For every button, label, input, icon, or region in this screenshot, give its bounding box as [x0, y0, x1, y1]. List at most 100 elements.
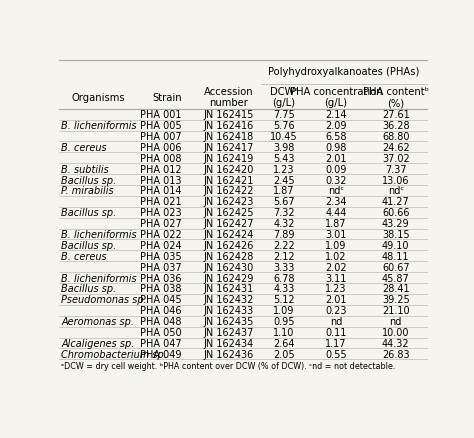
Text: 0.98: 0.98: [325, 143, 347, 152]
Text: 7.32: 7.32: [273, 208, 295, 218]
Text: JN 162433: JN 162433: [204, 306, 254, 315]
Text: B. cereus: B. cereus: [61, 251, 107, 261]
Text: JN 162423: JN 162423: [204, 197, 254, 207]
Text: 0.11: 0.11: [325, 327, 347, 337]
Text: 0.32: 0.32: [325, 175, 347, 185]
Text: Chromobacterium sp.: Chromobacterium sp.: [61, 349, 167, 359]
Text: JN 162415: JN 162415: [204, 110, 254, 120]
Text: 7.75: 7.75: [273, 110, 295, 120]
Text: 28.41: 28.41: [382, 284, 410, 294]
Text: PHA 023: PHA 023: [140, 208, 182, 218]
Text: 5.43: 5.43: [273, 153, 295, 163]
Text: 3.98: 3.98: [273, 143, 294, 152]
Text: B. licheniformis: B. licheniformis: [61, 121, 137, 131]
Text: JN 162419: JN 162419: [204, 153, 254, 163]
Text: PHA 047: PHA 047: [140, 338, 182, 348]
Text: 2.05: 2.05: [273, 349, 295, 359]
Text: P. mirabilis: P. mirabilis: [61, 186, 114, 196]
Text: 2.64: 2.64: [273, 338, 295, 348]
Text: 0.23: 0.23: [325, 306, 347, 315]
Text: 1.17: 1.17: [325, 338, 347, 348]
Text: 2.12: 2.12: [273, 251, 295, 261]
Text: JN 162427: JN 162427: [203, 219, 254, 229]
Text: 4.44: 4.44: [325, 208, 347, 218]
Text: Bacillus sp.: Bacillus sp.: [61, 208, 116, 218]
Text: PHA 021: PHA 021: [140, 197, 182, 207]
Text: JN 162430: JN 162430: [204, 262, 254, 272]
Text: PHA 014: PHA 014: [140, 186, 182, 196]
Text: 4.33: 4.33: [273, 284, 294, 294]
Text: DCWᵃ
(g/L): DCWᵃ (g/L): [270, 87, 298, 108]
Text: 3.01: 3.01: [325, 230, 347, 240]
Text: Bacillus sp.: Bacillus sp.: [61, 175, 116, 185]
Text: JN 162416: JN 162416: [204, 121, 254, 131]
Text: 43.29: 43.29: [382, 219, 410, 229]
Text: PHA 036: PHA 036: [140, 273, 182, 283]
Text: ndᶜ: ndᶜ: [328, 186, 344, 196]
Text: 4.32: 4.32: [273, 219, 295, 229]
Text: 2.01: 2.01: [325, 153, 347, 163]
Text: Aeromonas sp.: Aeromonas sp.: [61, 316, 134, 326]
Text: PHA 008: PHA 008: [140, 153, 182, 163]
Text: 60.66: 60.66: [382, 208, 410, 218]
Text: 68.80: 68.80: [382, 132, 410, 142]
Text: PHA 035: PHA 035: [140, 251, 182, 261]
Text: 60.67: 60.67: [382, 262, 410, 272]
Text: 1.02: 1.02: [325, 251, 347, 261]
Text: PHA 045: PHA 045: [140, 295, 182, 305]
Text: PHA 046: PHA 046: [140, 306, 182, 315]
Text: 1.10: 1.10: [273, 327, 294, 337]
Text: 7.89: 7.89: [273, 230, 295, 240]
Text: JN 162429: JN 162429: [204, 273, 254, 283]
Text: Accession
number: Accession number: [204, 87, 254, 108]
Text: Strain: Strain: [153, 92, 182, 102]
Text: 49.10: 49.10: [382, 240, 410, 251]
Text: 21.10: 21.10: [382, 306, 410, 315]
Text: 0.55: 0.55: [325, 349, 347, 359]
Text: 38.15: 38.15: [382, 230, 410, 240]
Text: 2.34: 2.34: [325, 197, 347, 207]
Text: nd: nd: [390, 316, 402, 326]
Text: 2.09: 2.09: [325, 121, 347, 131]
Text: JN 162426: JN 162426: [204, 240, 254, 251]
Text: PHA 013: PHA 013: [140, 175, 182, 185]
Text: PHA 006: PHA 006: [140, 143, 182, 152]
Text: 2.14: 2.14: [325, 110, 347, 120]
Text: B. licheniformis: B. licheniformis: [61, 273, 137, 283]
Text: PHA 001: PHA 001: [140, 110, 182, 120]
Text: 10.00: 10.00: [382, 327, 410, 337]
Text: 6.78: 6.78: [273, 273, 295, 283]
Text: Polyhydroxyalkanoates (PHAs): Polyhydroxyalkanoates (PHAs): [268, 67, 419, 77]
Text: 44.32: 44.32: [382, 338, 410, 348]
Text: JN 162434: JN 162434: [204, 338, 254, 348]
Text: ndᶜ: ndᶜ: [388, 186, 404, 196]
Text: 27.61: 27.61: [382, 110, 410, 120]
Text: JN 162420: JN 162420: [204, 164, 254, 174]
Text: 5.76: 5.76: [273, 121, 295, 131]
Text: 41.27: 41.27: [382, 197, 410, 207]
Text: Organisms: Organisms: [72, 92, 126, 102]
Text: JN 162425: JN 162425: [203, 208, 254, 218]
Text: B. licheniformis: B. licheniformis: [61, 230, 137, 240]
Text: nd: nd: [330, 316, 342, 326]
Text: PHA 049: PHA 049: [140, 349, 182, 359]
Text: JN 162422: JN 162422: [203, 186, 254, 196]
Text: 2.45: 2.45: [273, 175, 295, 185]
Text: PHA concentration
(g/L): PHA concentration (g/L): [290, 87, 383, 108]
Text: JN 162436: JN 162436: [204, 349, 254, 359]
Text: 2.22: 2.22: [273, 240, 295, 251]
Text: 1.87: 1.87: [273, 186, 295, 196]
Text: 5.12: 5.12: [273, 295, 295, 305]
Text: PHA 022: PHA 022: [140, 230, 182, 240]
Text: 13.06: 13.06: [382, 175, 410, 185]
Text: JN 162431: JN 162431: [204, 284, 254, 294]
Text: 1.23: 1.23: [325, 284, 347, 294]
Text: JN 162437: JN 162437: [204, 327, 254, 337]
Text: 1.09: 1.09: [273, 306, 294, 315]
Text: 0.09: 0.09: [325, 164, 347, 174]
Text: 37.02: 37.02: [382, 153, 410, 163]
Text: JN 162435: JN 162435: [204, 316, 254, 326]
Text: 39.25: 39.25: [382, 295, 410, 305]
Text: ᵃDCW = dry cell weight. ᵇPHA content over DCW (% of DCW). ᶜnd = not detectable.: ᵃDCW = dry cell weight. ᵇPHA content ove…: [61, 361, 395, 370]
Text: 1.87: 1.87: [325, 219, 347, 229]
